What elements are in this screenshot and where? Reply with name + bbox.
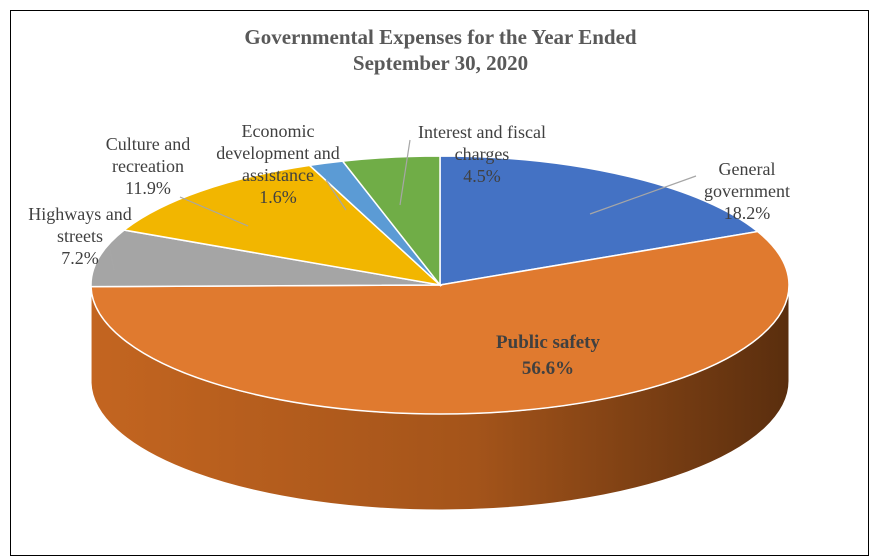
chart-title: Governmental Expenses for the Year Ended…	[0, 24, 881, 76]
slice-name-line-4-0: Economic	[242, 121, 315, 141]
leader-line-5	[399, 139, 411, 206]
labels-group: General government 18.2% Public safety 56.6%…	[28, 121, 790, 379]
pie-slice-2	[90, 229, 441, 288]
slice-percent-1: 56.6%	[522, 358, 574, 379]
slice-name-line-2-1: streets	[57, 226, 103, 246]
slice-percent-0: 18.2%	[724, 203, 771, 223]
slice-percent-2: 7.2%	[61, 248, 99, 268]
pie-slice-0	[439, 155, 760, 286]
slice-name-line-4-2: assistance	[242, 165, 314, 185]
pie-top-group	[90, 155, 790, 415]
slice-percent-5: 4.5%	[463, 166, 501, 186]
leader-line-0	[589, 175, 697, 215]
leader-line-4	[325, 179, 347, 211]
leader-line-3	[179, 196, 249, 227]
slice-percent-4: 1.6%	[259, 187, 297, 207]
slice-name-line-3-0: Culture and	[106, 134, 190, 154]
slice-name-line-0-0: General	[719, 159, 776, 179]
slice-label-4: Economic development and assistance 1.6%	[216, 121, 339, 207]
leader-lines-group	[109, 139, 697, 271]
slice-name-line-3-1: recreation	[112, 156, 184, 176]
pie-slice-3	[122, 164, 443, 287]
chart-title-line-2: September 30, 2020	[352, 51, 529, 75]
leader-line-2	[109, 249, 115, 271]
slice-name-line-1-0: Public safety	[496, 332, 600, 353]
pie-slice-1	[90, 230, 790, 415]
slice-name-line-0-1: government	[704, 181, 790, 201]
slice-label-0: General government 18.2%	[704, 159, 790, 223]
chart-title-line-1: Governmental Expenses for the Year Ended	[244, 25, 637, 49]
slice-percent-3: 11.9%	[125, 178, 171, 198]
slice-name-line-5-1: charges	[455, 144, 510, 164]
pie-slice-5	[341, 155, 441, 288]
slice-label-3: Culture and recreation 11.9%	[106, 134, 190, 198]
slice-name-line-4-1: development and	[216, 143, 339, 163]
slice-label-5: Interest and fiscal charges 4.5%	[418, 122, 546, 186]
slice-name-line-2-0: Highways and	[28, 204, 131, 224]
slice-label-1: Public safety 56.6%	[496, 332, 600, 379]
slice-label-2: Highways and streets 7.2%	[28, 204, 131, 268]
slice-name-line-5-0: Interest and fiscal	[418, 122, 546, 142]
